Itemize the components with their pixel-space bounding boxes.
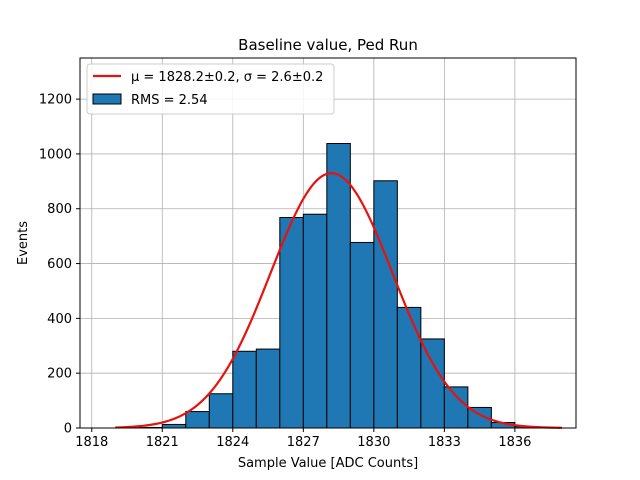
chart-title: Baseline value, Ped Run xyxy=(238,36,418,54)
legend: μ = 1828.2±0.2, σ = 2.6±0.2 RMS = 2.54 xyxy=(86,63,335,115)
histogram-bar xyxy=(326,143,351,429)
histogram-bar xyxy=(185,411,210,429)
legend-fit-label: μ = 1828.2±0.2, σ = 2.6±0.2 xyxy=(131,70,323,85)
x-axis-title: Sample Value [ADC Counts] xyxy=(238,456,418,471)
x-tick-label: 1827 xyxy=(287,435,320,450)
y-tick-label: 1200 xyxy=(39,93,72,108)
y-axis-title: Events xyxy=(16,221,31,265)
legend-hist-label: RMS = 2.54 xyxy=(131,93,208,108)
y-tick-label: 0 xyxy=(64,422,72,437)
legend-hist-swatch xyxy=(92,93,122,105)
gaussian-fit-curve xyxy=(115,172,562,429)
y-axis-ticks: 0 200 400 600 800 1000 1200 xyxy=(39,93,80,437)
histogram-bar xyxy=(255,348,281,429)
histogram-bar xyxy=(373,180,398,429)
histogram-bar xyxy=(396,306,422,429)
x-axis-ticks: 1818 1821 1824 1827 1830 1833 1836 xyxy=(75,428,531,450)
x-tick-label: 1824 xyxy=(216,435,249,450)
y-tick-label: 200 xyxy=(47,367,72,382)
histogram-bar xyxy=(279,217,304,429)
x-tick-label: 1818 xyxy=(75,435,108,450)
y-tick-label: 600 xyxy=(47,257,72,272)
histogram-bar xyxy=(349,241,375,429)
x-tick-label: 1836 xyxy=(498,435,531,450)
histogram-bar xyxy=(443,386,469,429)
y-tick-label: 800 xyxy=(47,202,72,217)
x-tick-label: 1821 xyxy=(146,435,179,450)
y-tick-label: 400 xyxy=(47,312,72,327)
histogram-bar xyxy=(232,350,257,429)
x-tick-label: 1833 xyxy=(428,435,461,450)
y-tick-label: 1000 xyxy=(39,147,72,162)
histogram-bar xyxy=(161,423,187,429)
legend-box xyxy=(86,63,335,115)
histogram-bar xyxy=(302,213,328,429)
histogram-bar xyxy=(420,338,445,429)
plot-frame xyxy=(79,57,577,429)
x-tick-label: 1830 xyxy=(357,435,390,450)
histogram-bar xyxy=(208,393,234,429)
